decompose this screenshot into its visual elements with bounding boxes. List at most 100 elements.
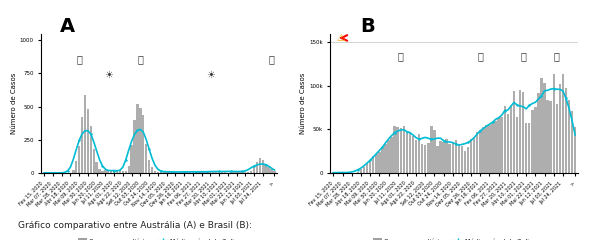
Bar xyxy=(394,126,396,173)
Bar xyxy=(230,171,232,173)
Bar xyxy=(479,131,481,173)
Bar xyxy=(168,172,171,173)
Bar xyxy=(556,104,558,173)
Bar xyxy=(122,171,124,173)
Bar xyxy=(571,111,573,173)
Bar xyxy=(384,144,386,173)
Bar xyxy=(372,156,375,173)
Bar xyxy=(476,132,478,173)
Bar xyxy=(221,171,223,173)
Bar xyxy=(157,172,159,173)
Bar xyxy=(183,172,185,173)
Bar xyxy=(332,172,335,173)
Bar xyxy=(162,172,165,173)
Bar xyxy=(241,171,244,173)
Bar xyxy=(473,137,476,173)
Text: 🌧: 🌧 xyxy=(137,54,143,64)
Bar xyxy=(369,161,371,173)
Bar xyxy=(415,139,417,173)
Bar xyxy=(525,123,527,173)
Bar xyxy=(461,146,463,173)
Bar xyxy=(546,100,549,173)
Bar xyxy=(204,172,206,173)
Bar xyxy=(470,139,473,173)
Bar xyxy=(436,146,439,173)
Text: ⚠: ⚠ xyxy=(336,33,345,43)
Text: 🌧: 🌧 xyxy=(520,51,526,61)
Bar xyxy=(127,166,130,173)
Bar xyxy=(87,109,89,173)
Bar xyxy=(467,147,469,173)
Bar xyxy=(375,154,378,173)
Text: ☀: ☀ xyxy=(206,70,215,80)
Bar xyxy=(224,171,226,173)
Bar xyxy=(516,118,518,173)
Bar xyxy=(485,125,488,173)
Bar xyxy=(116,171,118,173)
Bar xyxy=(261,160,264,173)
Bar xyxy=(552,74,555,173)
Bar xyxy=(360,169,362,173)
Bar xyxy=(180,172,182,173)
Bar xyxy=(540,78,543,173)
Text: 🌧: 🌧 xyxy=(76,54,82,64)
Text: 🌧: 🌧 xyxy=(477,51,483,61)
Bar xyxy=(235,171,238,173)
Bar xyxy=(124,171,127,173)
Text: Gráfico comparativo entre Austrália (A) e Brasil (B):: Gráfico comparativo entre Austrália (A) … xyxy=(18,221,251,230)
Bar xyxy=(430,126,432,173)
Bar xyxy=(90,126,92,173)
Bar xyxy=(136,104,139,173)
Bar xyxy=(253,168,255,173)
Bar xyxy=(273,171,276,173)
Legend: Casos novos diários, Média móvel de 7 dias: Casos novos diários, Média móvel de 7 di… xyxy=(370,236,539,240)
Bar xyxy=(244,172,247,173)
Bar xyxy=(399,128,402,173)
Bar xyxy=(442,142,445,173)
Bar xyxy=(489,125,491,173)
Bar xyxy=(270,169,273,173)
Bar xyxy=(531,109,533,173)
Bar xyxy=(451,143,454,173)
Bar xyxy=(93,149,95,173)
Bar xyxy=(218,171,220,173)
Bar xyxy=(391,138,393,173)
Bar xyxy=(357,172,359,173)
Bar xyxy=(549,101,552,173)
Bar xyxy=(133,120,136,173)
Bar xyxy=(101,171,104,173)
Bar xyxy=(568,100,571,173)
Bar xyxy=(107,170,110,173)
Bar xyxy=(409,132,411,173)
Bar xyxy=(497,118,500,173)
Y-axis label: Número de Casos: Número de Casos xyxy=(300,72,306,134)
Bar xyxy=(366,163,368,173)
Bar xyxy=(148,160,150,173)
Bar xyxy=(503,107,506,173)
Bar xyxy=(445,139,448,173)
Bar xyxy=(342,172,344,173)
Bar xyxy=(212,171,214,173)
Text: 🌧: 🌧 xyxy=(398,51,404,61)
Bar xyxy=(99,169,101,173)
Bar xyxy=(209,171,211,173)
Bar xyxy=(110,171,112,173)
Bar xyxy=(247,172,250,173)
Legend: Casos novos diários, Média móvel de 7 dias: Casos novos diários, Média móvel de 7 di… xyxy=(75,236,244,240)
Bar xyxy=(433,130,435,173)
Bar xyxy=(418,134,420,173)
Bar xyxy=(238,171,241,173)
Bar xyxy=(440,141,442,173)
Text: 🌧: 🌧 xyxy=(554,51,560,61)
Text: ☀: ☀ xyxy=(104,70,113,80)
Bar xyxy=(267,167,270,173)
Bar xyxy=(427,143,430,173)
Bar xyxy=(130,145,133,173)
Bar xyxy=(177,172,179,173)
Bar xyxy=(448,144,451,173)
Bar xyxy=(232,171,235,173)
Bar xyxy=(406,133,408,173)
Bar xyxy=(528,123,530,173)
Bar xyxy=(195,172,197,173)
Bar xyxy=(192,171,194,173)
